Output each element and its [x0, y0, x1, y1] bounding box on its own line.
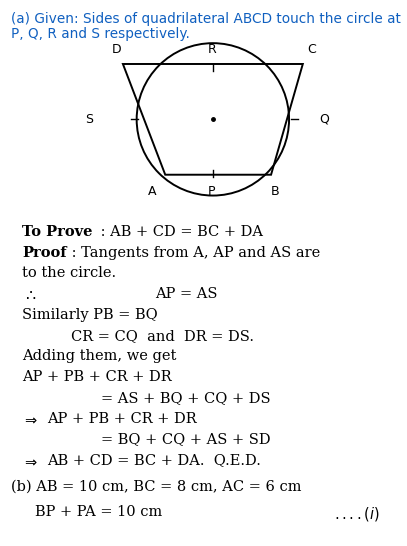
- Text: to the circle.: to the circle.: [22, 266, 116, 280]
- Text: Q: Q: [319, 113, 329, 126]
- Text: AB + CD = BC + DA.  Q.E.D.: AB + CD = BC + DA. Q.E.D.: [47, 453, 260, 467]
- Text: AP + PB + CR + DR: AP + PB + CR + DR: [22, 370, 172, 384]
- Text: : Tangents from A, AP and AS are: : Tangents from A, AP and AS are: [67, 246, 320, 260]
- Text: CR = CQ  and  DR = DS.: CR = CQ and DR = DS.: [71, 329, 254, 343]
- Text: Similarly PB = BQ: Similarly PB = BQ: [22, 308, 158, 322]
- Text: Adding them, we get: Adding them, we get: [22, 349, 177, 364]
- Text: $\Rightarrow$: $\Rightarrow$: [22, 412, 39, 426]
- Text: (a) Given: Sides of quadrilateral ABCD touch the circle at: (a) Given: Sides of quadrilateral ABCD t…: [11, 12, 401, 26]
- Text: (b) AB = 10 cm, BC = 8 cm, AC = 6 cm: (b) AB = 10 cm, BC = 8 cm, AC = 6 cm: [11, 479, 302, 494]
- Text: : AB + CD = BC + DA: : AB + CD = BC + DA: [96, 225, 263, 239]
- Text: $\Rightarrow$: $\Rightarrow$: [22, 453, 39, 468]
- Text: $\therefore$: $\therefore$: [22, 287, 37, 302]
- Text: Proof: Proof: [22, 246, 67, 260]
- Text: AP = AS: AP = AS: [155, 287, 217, 301]
- Text: C: C: [307, 43, 316, 56]
- Text: R: R: [208, 43, 216, 56]
- Text: S: S: [85, 113, 93, 126]
- Text: P, Q, R and S respectively.: P, Q, R and S respectively.: [11, 27, 190, 41]
- Text: B: B: [271, 185, 280, 198]
- Text: P: P: [208, 185, 216, 198]
- Text: = AS + BQ + CQ + DS: = AS + BQ + CQ + DS: [101, 391, 271, 405]
- Text: $\mathit{....}$($\mathit{i}$): $\mathit{....}$($\mathit{i}$): [334, 505, 380, 523]
- Text: To Prove: To Prove: [22, 225, 93, 239]
- Text: D: D: [112, 43, 121, 56]
- Text: AP + PB + CR + DR: AP + PB + CR + DR: [47, 412, 197, 426]
- Text: = BQ + CQ + AS + SD: = BQ + CQ + AS + SD: [101, 432, 271, 447]
- Text: A: A: [148, 185, 157, 198]
- Text: BP + PA = 10 cm: BP + PA = 10 cm: [35, 505, 162, 519]
